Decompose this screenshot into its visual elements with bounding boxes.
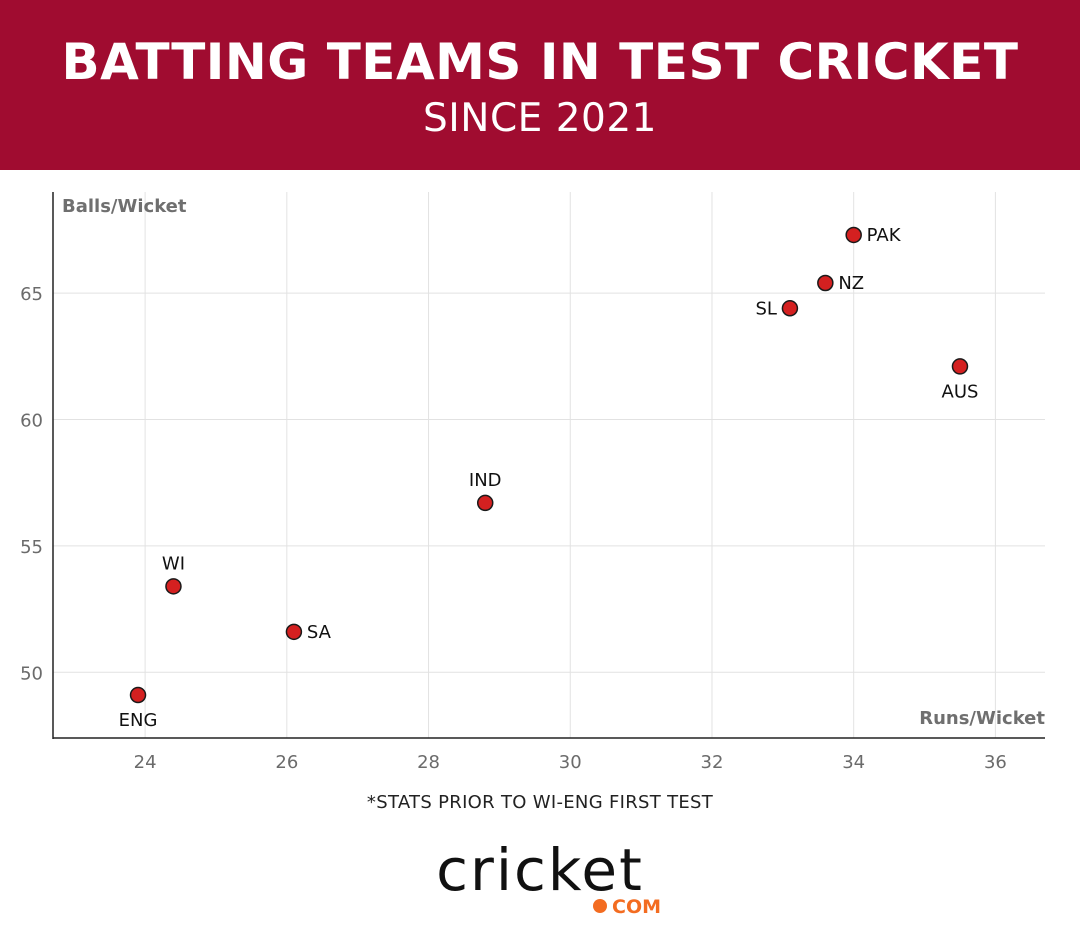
point-label: NZ	[838, 273, 864, 294]
x-tick-label: 32	[701, 752, 724, 773]
point-marker	[165, 578, 182, 595]
data-points: PAK NZ SL AUS IND WI SA ENG	[119, 225, 979, 731]
data-point-pak: PAK	[845, 225, 902, 246]
data-point-sa: SA	[285, 622, 332, 643]
x-tick-label: 26	[275, 752, 298, 773]
x-tick-label: 30	[559, 752, 582, 773]
scatter-chart: 24 26 28 30 32 34 36 50 55 60 65 Balls/Wicket Runs…	[20, 192, 1045, 773]
point-marker	[129, 686, 147, 704]
x-tick-label: 28	[417, 752, 440, 773]
logo-dot-icon	[593, 899, 607, 913]
x-tick-label: 34	[842, 752, 865, 773]
data-point-sl: SL	[755, 298, 799, 319]
point-marker	[476, 494, 494, 512]
y-tick-label: 50	[20, 663, 43, 684]
point-label: PAK	[867, 225, 902, 246]
chart-subtitle: SINCE 2021	[423, 96, 657, 141]
y-gridlines	[53, 292, 1045, 673]
y-tick-label: 55	[20, 537, 43, 558]
point-label: AUS	[942, 381, 979, 402]
data-point-nz: NZ	[817, 273, 864, 294]
y-axis-label: Balls/Wicket	[62, 196, 187, 217]
data-point-wi: WI	[162, 553, 185, 595]
point-marker	[817, 274, 834, 292]
point-label: WI	[162, 553, 185, 574]
point-marker	[285, 623, 303, 641]
point-label: SL	[755, 298, 776, 319]
x-tick-label: 24	[134, 752, 157, 773]
data-point-eng: ENG	[119, 686, 158, 731]
point-marker	[845, 226, 862, 244]
footnote: *STATS PRIOR TO WI-ENG FIRST TEST	[366, 792, 714, 813]
point-label: SA	[307, 622, 332, 643]
data-point-aus: AUS	[942, 358, 979, 402]
logo-suffix: COM	[612, 896, 661, 918]
y-tick-label: 65	[20, 284, 43, 305]
point-label: ENG	[119, 710, 158, 731]
axes	[52, 192, 1045, 739]
data-point-ind: IND	[469, 470, 502, 512]
logo-wordmark: cricket	[436, 838, 644, 904]
point-marker	[781, 300, 799, 317]
point-marker	[951, 358, 969, 375]
tick-labels: 24 26 28 30 32 34 36 50 55 60 65	[20, 284, 1007, 773]
x-gridlines	[144, 192, 996, 738]
header-banner: BATTING TEAMS IN TEST CRICKET SINCE 2021	[0, 0, 1080, 170]
x-tick-label: 36	[984, 752, 1007, 773]
x-axis-label: Runs/Wicket	[919, 708, 1045, 729]
cricket-com-logo: cricket COM	[436, 838, 661, 918]
point-label: IND	[469, 470, 502, 491]
y-tick-label: 60	[20, 411, 43, 432]
chart-title: BATTING TEAMS IN TEST CRICKET	[61, 33, 1019, 91]
